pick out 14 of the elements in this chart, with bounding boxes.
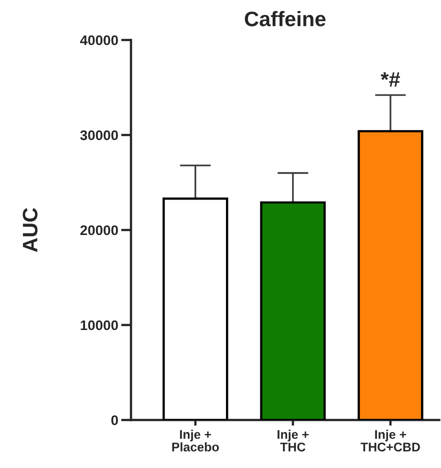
annotation: *# [380,72,400,87]
x-tick-label: Inje + THC+CBD [360,430,420,452]
y-tick-label: 30000 [80,130,118,140]
y-tick-label: 10000 [80,320,118,330]
bar [260,201,326,420]
bar [358,130,424,420]
x-tick-label: Inje + Placebo [172,430,219,452]
bar [162,198,228,420]
chart-title: Caffeine [244,11,326,26]
x-tick-label: Inje + THC [278,430,309,452]
y-tick-label: 40000 [80,35,118,46]
y-tick-label: 20000 [80,225,118,236]
y-axis-title: AUC [22,208,38,252]
y-tick-label: 0 [111,415,118,426]
